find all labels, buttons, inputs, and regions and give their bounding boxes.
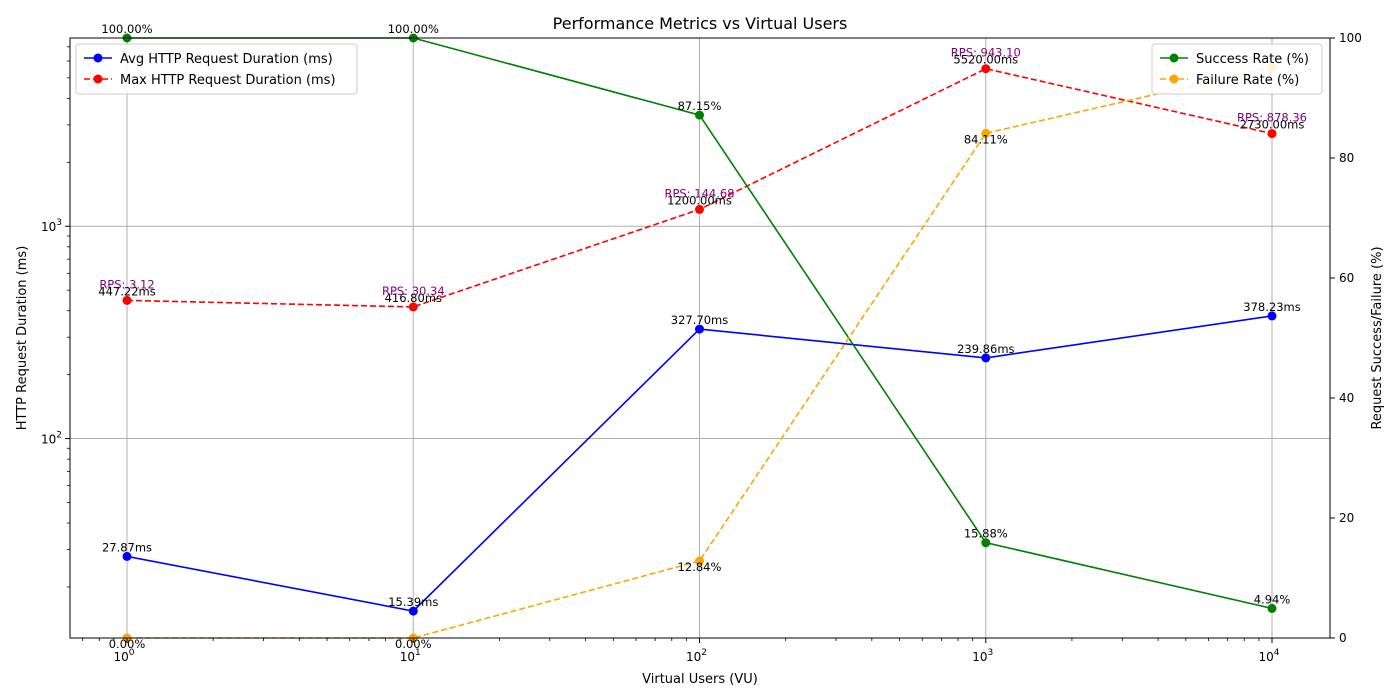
- y-right-tick-label: 80: [1339, 151, 1354, 165]
- y-right-tick-label: 100: [1339, 31, 1362, 45]
- y-right-axis-title: Request Success/Failure (%): [1370, 246, 1385, 429]
- data-label: 0.00%: [395, 637, 432, 651]
- data-point: [695, 324, 704, 334]
- data-point: [981, 538, 991, 548]
- x-tick-label: 102: [686, 648, 707, 664]
- data-point: [981, 128, 991, 138]
- data-point: [695, 556, 704, 566]
- grid: [70, 38, 1330, 638]
- data-point: [695, 110, 704, 120]
- data-point: [981, 64, 991, 74]
- data-point: [408, 302, 418, 312]
- legend-left: Avg HTTP Request Duration (ms) Max HTTP R…: [75, 43, 358, 95]
- data-label: 4.94%: [1254, 592, 1291, 606]
- data-label: 15.39ms: [388, 595, 438, 609]
- chart-title: Performance Metrics vs Virtual Users: [553, 14, 848, 33]
- rps-label: RPS: 878.36: [1237, 111, 1307, 125]
- data-label: 12.84%: [678, 560, 722, 574]
- data-label: 327.70ms: [671, 313, 728, 327]
- data-label: 2730.00ms: [1240, 118, 1305, 132]
- rps-label: RPS: 943.10: [951, 46, 1021, 60]
- data-label: 100.00%: [101, 22, 152, 36]
- data-point: [981, 353, 991, 363]
- data-label: 447.22ms: [98, 284, 155, 298]
- data-point: [1267, 129, 1277, 139]
- data-point: [1267, 603, 1277, 613]
- x-tick-label: 103: [972, 648, 993, 664]
- rps-label: RPS: 3.12: [99, 277, 154, 291]
- y-right-tick-label: 40: [1339, 391, 1354, 405]
- x-tick-label: 101: [400, 648, 421, 664]
- data-label: 416.80ms: [385, 291, 442, 305]
- data-label: 239.86ms: [957, 342, 1014, 356]
- y-right-tick-label: 0: [1339, 631, 1347, 645]
- legend-right: Success Rate (%) Failure Rate (%): [1151, 43, 1323, 95]
- data-label: 1200.00ms: [667, 193, 732, 207]
- data-label: 100.00%: [388, 22, 439, 36]
- legend-entry-label: Success Rate (%): [1196, 52, 1309, 67]
- data-point: [408, 606, 418, 616]
- legend-entry-label: Avg HTTP Request Duration (ms): [120, 52, 333, 67]
- legend-entry-label: Failure Rate (%): [1196, 73, 1299, 88]
- data-label: 84.11%: [964, 132, 1008, 146]
- data-label: 5520.00ms: [953, 53, 1018, 67]
- legend-marker: [1169, 53, 1179, 63]
- y-left-tick-label: 102: [41, 431, 62, 447]
- x-tick-label: 100: [113, 648, 134, 664]
- legend-entry-label: Max HTTP Request Duration (ms): [120, 73, 336, 88]
- rps-label: RPS: 144.68: [665, 186, 735, 200]
- legend-frame: [1151, 43, 1323, 95]
- y-right-tick-label: 60: [1339, 271, 1354, 285]
- data-label: 15.88%: [964, 527, 1008, 541]
- rps-label: RPS: 30.34: [382, 284, 445, 298]
- legend-frame: [75, 43, 358, 95]
- legend-marker: [93, 74, 103, 84]
- data-label: 0.00%: [109, 637, 146, 651]
- data-point: [1267, 311, 1277, 321]
- data-point: [122, 295, 132, 305]
- y-left-tick-label: 103: [41, 218, 62, 234]
- y-left-axis-title: HTTP Request Duration (ms): [15, 246, 30, 431]
- x-axis-title: Virtual Users (VU): [642, 672, 758, 687]
- data-label: 27.87ms: [102, 540, 152, 554]
- axes: 100 101 102 103 104 102 103 0 20 40 60 80 100: [41, 31, 1362, 664]
- y-right-tick-label: 20: [1339, 511, 1354, 525]
- data-label: 87.15%: [678, 99, 722, 113]
- data-label: 378.23ms: [1243, 300, 1300, 314]
- data-point: [695, 204, 704, 214]
- legend-marker: [1169, 74, 1179, 84]
- x-tick-label: 104: [1258, 648, 1279, 664]
- data-point: [122, 551, 132, 561]
- legend-marker: [93, 53, 103, 63]
- data-labels: 27.87ms 15.39ms 327.70ms 239.86ms 378.23ms 44…: [98, 22, 1307, 651]
